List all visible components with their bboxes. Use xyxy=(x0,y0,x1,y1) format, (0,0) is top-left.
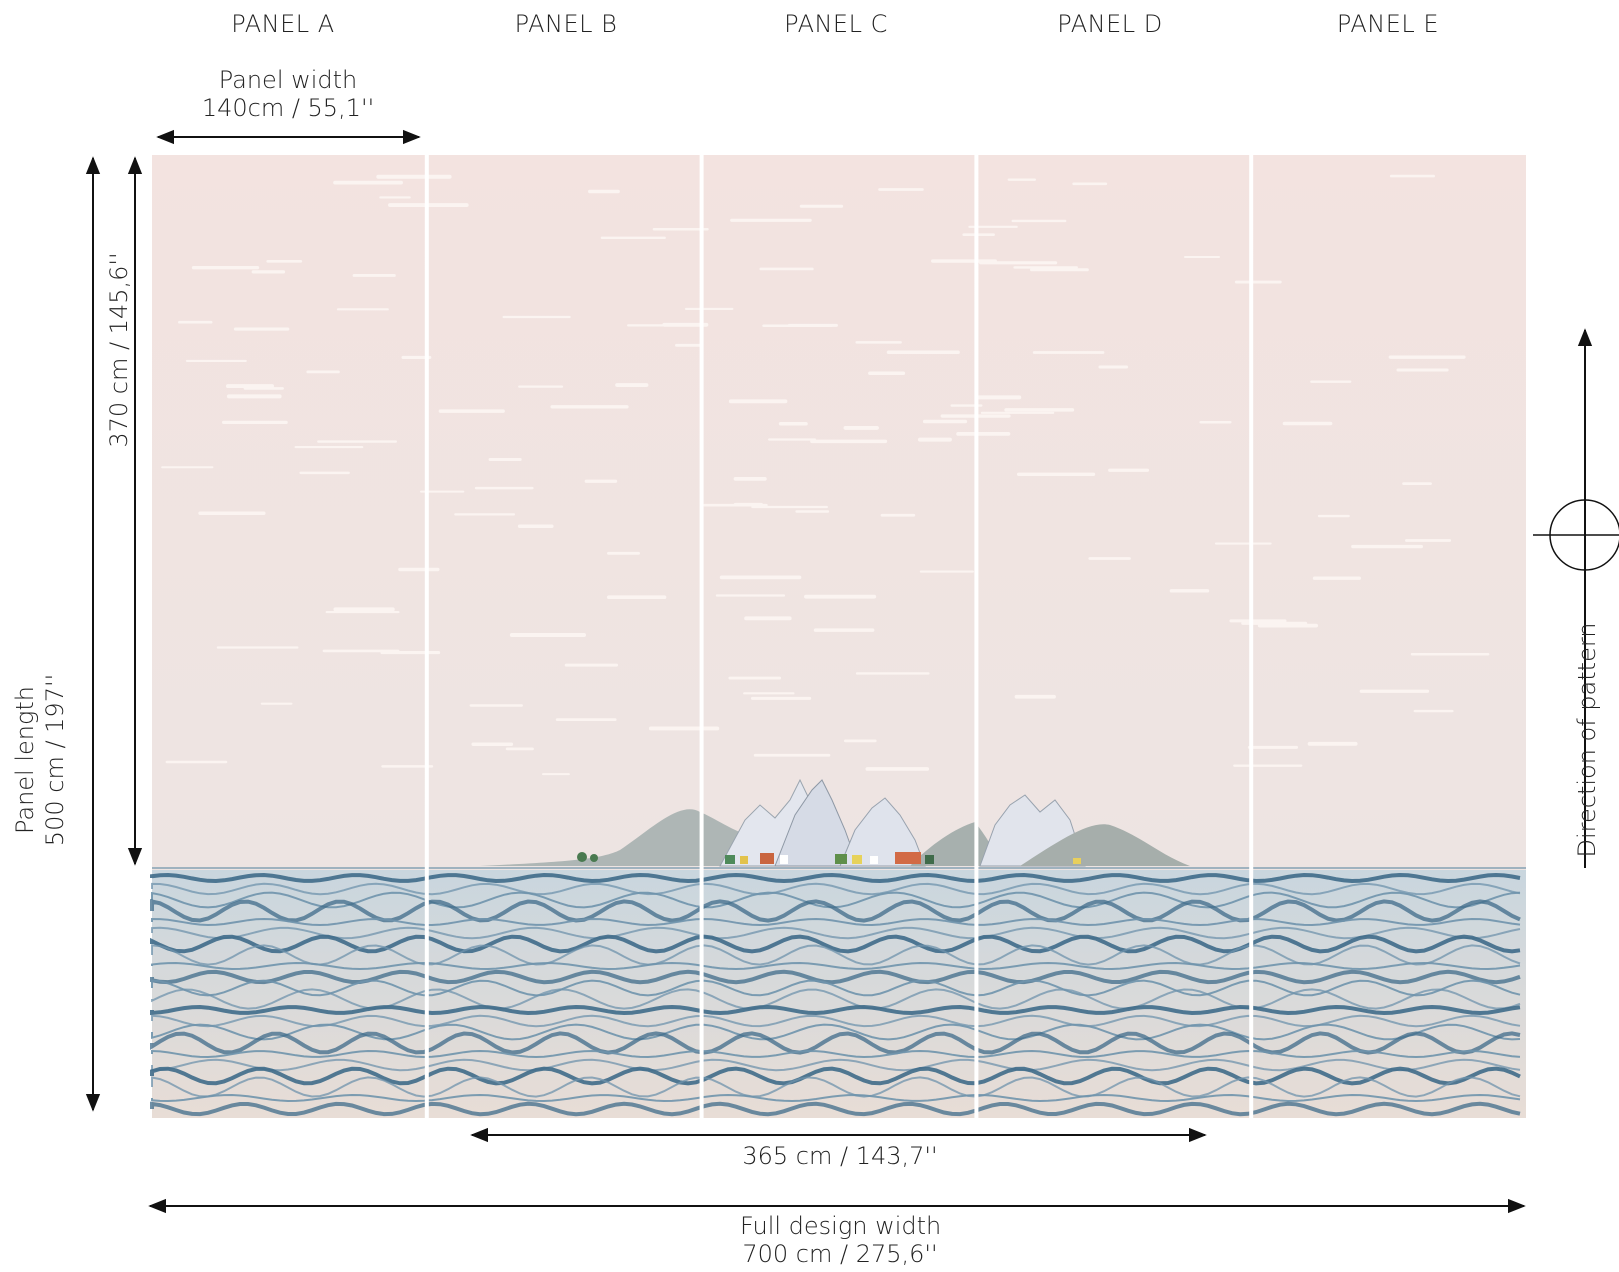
panel-label-e: PANEL E xyxy=(1336,10,1440,38)
full-width-label: Full design width 700 cm / 275,6'' xyxy=(740,1212,942,1268)
sky-area xyxy=(152,155,1526,870)
panel-divider xyxy=(699,155,704,1118)
full-width-title: Full design width xyxy=(740,1212,942,1240)
panel-length-label: Panel length 500 cm / 197'' xyxy=(10,660,70,860)
island-width-label: 365 cm / 143,7'' xyxy=(742,1142,938,1170)
village-houses xyxy=(577,852,1081,864)
panel-divider xyxy=(974,155,979,1118)
sky-height-label: 370 cm / 145,6'' xyxy=(105,252,133,448)
cloud-strokes xyxy=(161,174,1490,776)
panel-divider xyxy=(1249,155,1254,1118)
panel-dividers xyxy=(424,155,1254,1118)
panel-width-label: Panel width 140cm / 55,1'' xyxy=(188,66,388,122)
wave-pattern xyxy=(150,872,1521,1117)
full-width-value: 700 cm / 275,6'' xyxy=(742,1240,938,1268)
panel-label-c: PANEL C xyxy=(784,10,888,38)
panel-width-title: Panel width xyxy=(218,66,358,94)
direction-of-pattern-icon xyxy=(1533,328,1619,868)
panel-label-d: PANEL D xyxy=(1057,10,1163,38)
island-mountains xyxy=(480,778,1190,867)
panel-width-value: 140cm / 55,1'' xyxy=(201,94,375,122)
panel-label-b: PANEL B xyxy=(514,10,618,38)
panel-label-a: PANEL A xyxy=(231,10,335,38)
panel-length-value: 500 cm / 197'' xyxy=(41,673,69,847)
panel-divider xyxy=(424,155,429,1118)
panel-length-title: Panel length xyxy=(11,685,39,835)
direction-of-pattern-label: Direction of pattern xyxy=(1573,622,1601,858)
